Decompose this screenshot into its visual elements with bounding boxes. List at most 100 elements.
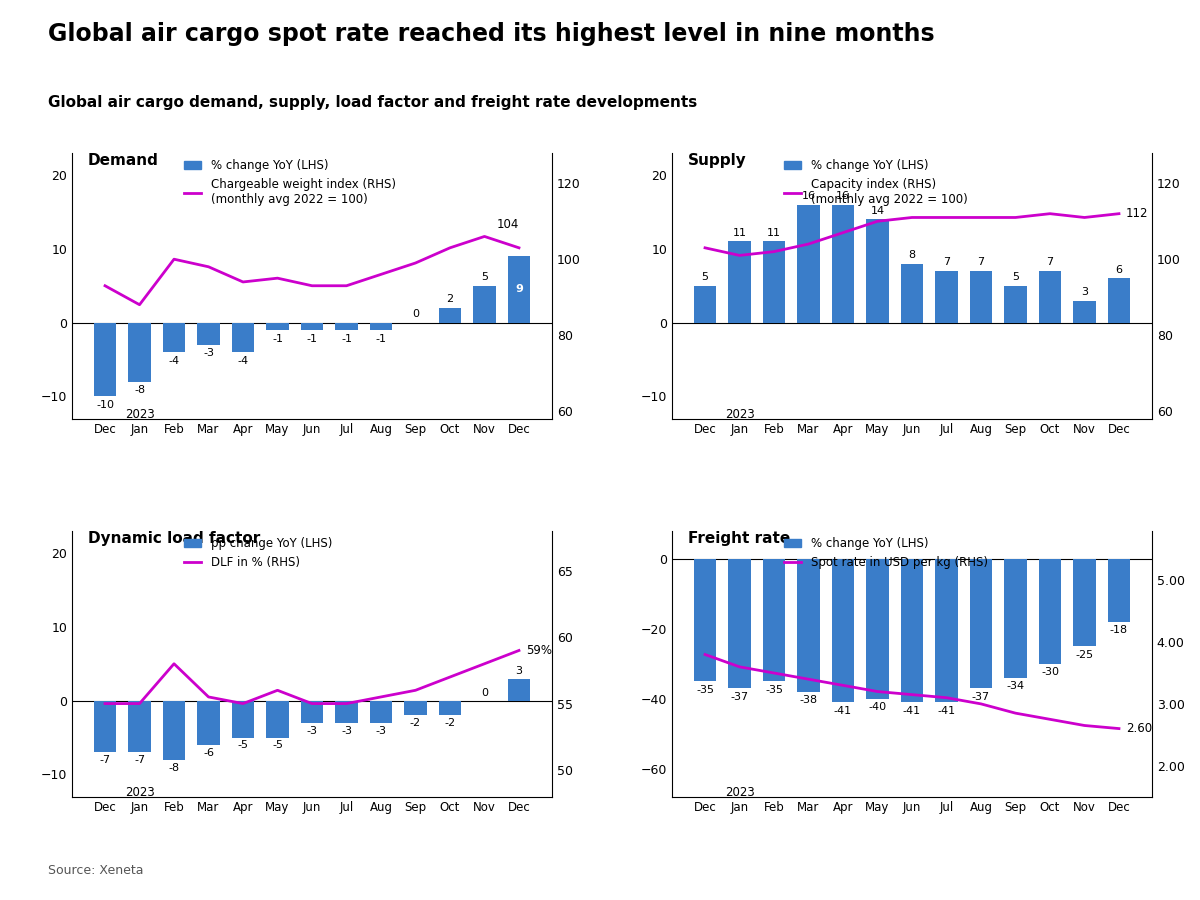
Text: -3: -3 xyxy=(306,725,318,735)
Bar xyxy=(404,700,427,716)
Bar xyxy=(1108,278,1130,322)
Bar xyxy=(866,220,889,322)
Bar xyxy=(94,700,116,752)
Text: -30: -30 xyxy=(1040,667,1058,677)
Text: Global air cargo spot rate reached its highest level in nine months: Global air cargo spot rate reached its h… xyxy=(48,22,935,47)
Bar xyxy=(128,700,151,752)
Text: -1: -1 xyxy=(306,334,318,344)
Bar xyxy=(232,322,254,352)
Bar xyxy=(439,700,461,716)
Bar xyxy=(935,271,958,322)
Bar xyxy=(970,559,992,688)
Text: 5: 5 xyxy=(702,272,708,282)
Text: -4: -4 xyxy=(168,356,180,365)
Bar xyxy=(473,286,496,322)
Text: 16: 16 xyxy=(802,191,816,201)
Bar xyxy=(797,559,820,692)
Text: 0: 0 xyxy=(481,688,488,698)
Text: -6: -6 xyxy=(203,748,214,758)
Text: 2: 2 xyxy=(446,294,454,304)
Text: 9: 9 xyxy=(515,284,523,294)
Bar xyxy=(508,256,530,322)
Bar xyxy=(1073,301,1096,322)
Text: 7: 7 xyxy=(943,257,950,267)
Bar xyxy=(301,700,323,723)
Text: -4: -4 xyxy=(238,356,248,365)
Text: -1: -1 xyxy=(272,334,283,344)
Text: -3: -3 xyxy=(376,725,386,735)
Text: 59%: 59% xyxy=(526,644,552,657)
Text: -41: -41 xyxy=(834,706,852,716)
Text: -35: -35 xyxy=(766,685,784,695)
Text: 8: 8 xyxy=(908,250,916,260)
Text: -35: -35 xyxy=(696,685,714,695)
Bar xyxy=(94,322,116,396)
Text: -34: -34 xyxy=(1007,681,1025,691)
Text: -25: -25 xyxy=(1075,650,1093,660)
Text: -8: -8 xyxy=(168,762,180,772)
Text: Demand: Demand xyxy=(88,153,158,168)
Text: -41: -41 xyxy=(902,706,922,716)
Text: 5: 5 xyxy=(1012,272,1019,282)
Bar xyxy=(370,322,392,330)
Text: 2.60: 2.60 xyxy=(1126,722,1152,735)
Text: -38: -38 xyxy=(799,695,817,706)
Text: Global air cargo demand, supply, load factor and freight rate developments: Global air cargo demand, supply, load fa… xyxy=(48,94,697,110)
Text: -8: -8 xyxy=(134,385,145,395)
Text: -7: -7 xyxy=(100,755,110,765)
Text: -2: -2 xyxy=(410,718,421,728)
Legend: % change YoY (LHS), Capacity index (RHS)
(monthly avg 2022 = 100): % change YoY (LHS), Capacity index (RHS)… xyxy=(784,159,967,206)
Text: Dynamic load factor: Dynamic load factor xyxy=(88,531,260,546)
Text: -1: -1 xyxy=(341,334,352,344)
Bar xyxy=(728,241,751,322)
Text: Freight rate: Freight rate xyxy=(688,531,790,546)
Bar xyxy=(901,264,923,322)
Bar xyxy=(163,322,185,352)
Text: 3: 3 xyxy=(1081,287,1088,297)
Bar xyxy=(197,322,220,345)
Bar xyxy=(970,271,992,322)
Text: -18: -18 xyxy=(1110,626,1128,635)
Bar xyxy=(763,559,785,681)
Bar xyxy=(797,204,820,322)
Bar xyxy=(370,700,392,723)
Bar xyxy=(1039,559,1061,664)
Text: 6: 6 xyxy=(1116,265,1122,274)
Text: -1: -1 xyxy=(376,334,386,344)
Text: 2023: 2023 xyxy=(725,787,755,799)
Bar xyxy=(508,679,530,700)
Text: 0: 0 xyxy=(412,309,419,319)
Legend: pp change YoY (LHS), DLF in % (RHS): pp change YoY (LHS), DLF in % (RHS) xyxy=(184,537,332,569)
Text: 2023: 2023 xyxy=(125,787,155,799)
Bar xyxy=(728,559,751,688)
Text: -10: -10 xyxy=(96,400,114,410)
Text: Source: Xeneta: Source: Xeneta xyxy=(48,865,144,878)
Bar xyxy=(1039,271,1061,322)
Legend: % change YoY (LHS), Spot rate in USD per kg (RHS): % change YoY (LHS), Spot rate in USD per… xyxy=(784,537,988,569)
Bar xyxy=(439,308,461,322)
Text: -5: -5 xyxy=(238,741,248,751)
Text: 16: 16 xyxy=(836,191,850,201)
Text: 2023: 2023 xyxy=(725,409,755,421)
Text: -3: -3 xyxy=(203,348,214,358)
Bar xyxy=(266,322,289,330)
Bar xyxy=(335,700,358,723)
Text: 14: 14 xyxy=(870,206,884,216)
Text: -3: -3 xyxy=(341,725,352,735)
Bar xyxy=(832,559,854,702)
Bar xyxy=(901,559,923,702)
Text: -7: -7 xyxy=(134,755,145,765)
Bar xyxy=(266,700,289,737)
Text: -41: -41 xyxy=(937,706,955,716)
Text: 7: 7 xyxy=(978,257,984,267)
Text: 2023: 2023 xyxy=(125,409,155,421)
Text: 11: 11 xyxy=(732,228,746,238)
Text: 11: 11 xyxy=(767,228,781,238)
Bar xyxy=(694,559,716,681)
Bar xyxy=(935,559,958,702)
Bar xyxy=(232,700,254,737)
Bar xyxy=(335,322,358,330)
Text: Supply: Supply xyxy=(688,153,746,168)
Bar xyxy=(1108,559,1130,622)
Text: -5: -5 xyxy=(272,741,283,751)
